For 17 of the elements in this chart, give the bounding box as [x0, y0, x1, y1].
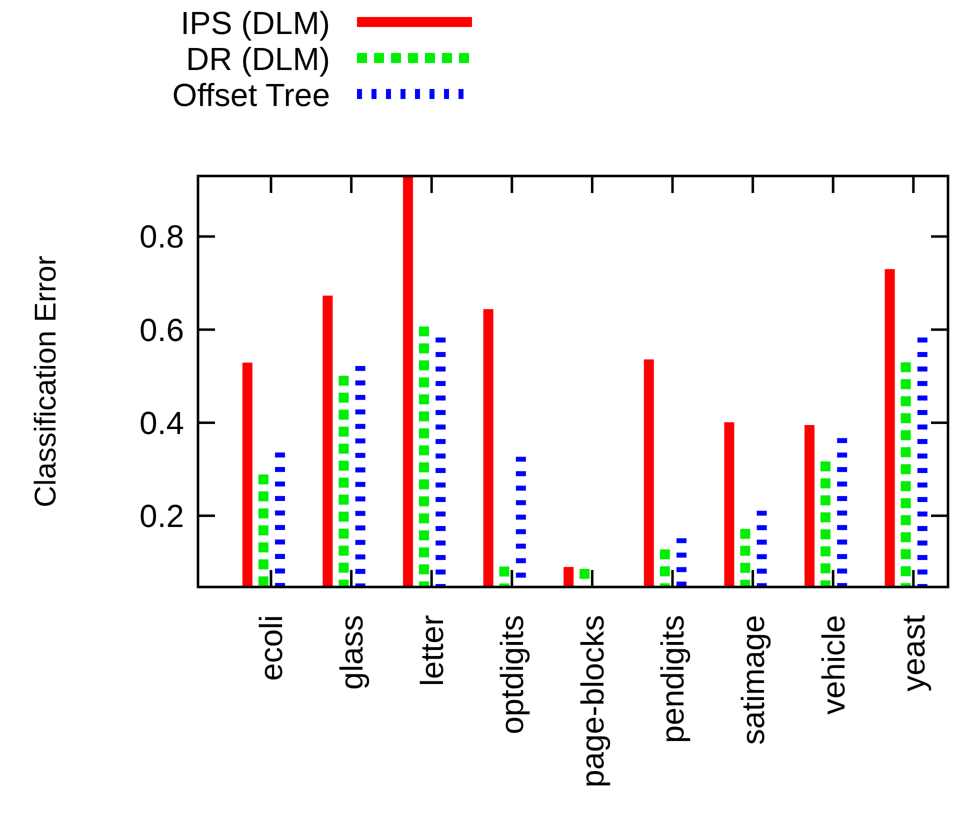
y-tick-label: 0.8	[140, 218, 184, 255]
x-tick-label: pendigits	[654, 615, 691, 744]
x-tick-label: optdigits	[494, 615, 530, 734]
legend-label: IPS (DLM)	[180, 5, 330, 41]
x-tick-label: letter	[414, 614, 450, 686]
legend-label: DR (DLM)	[186, 41, 330, 77]
x-tick-label: satimage	[735, 615, 771, 745]
y-axis-title: Classification Error	[30, 256, 62, 508]
y-tick-label: 0.4	[140, 404, 184, 441]
y-tick-label: 0.6	[140, 312, 184, 348]
x-tick-label: ecoli	[253, 615, 290, 681]
x-tick-label: vehicle	[815, 615, 852, 715]
x-tick-label: page-blocks	[574, 615, 610, 788]
y-tick-label: 0.2	[140, 498, 184, 534]
x-tick-label: yeast	[896, 614, 932, 692]
legend-label: Offset Tree	[172, 77, 330, 113]
x-tick-label: glass	[334, 615, 370, 690]
